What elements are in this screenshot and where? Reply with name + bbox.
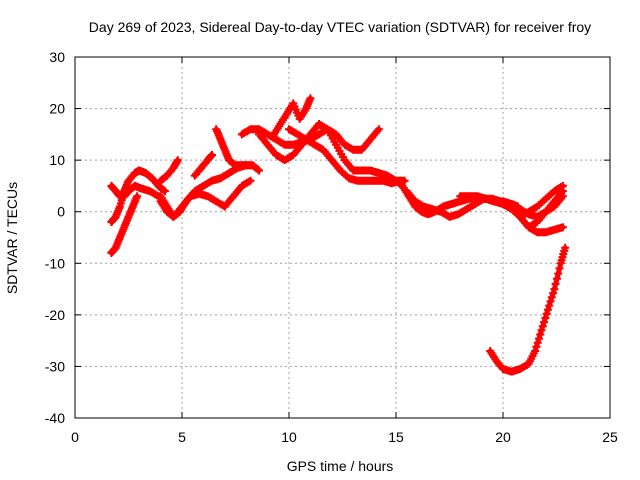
data-point (246, 176, 255, 185)
y-tick-label: -40 (45, 410, 65, 426)
data-point (558, 192, 567, 201)
data-point (253, 165, 262, 174)
data-point (173, 156, 182, 165)
series-arc-6 (156, 176, 255, 221)
data-point (550, 285, 559, 294)
axis-ticks: 0 5 10 15 20 25 -40 -30 -20 -10 0 10 20 30 (45, 49, 618, 445)
series-arc-11 (270, 94, 315, 139)
data-point (533, 338, 542, 347)
y-tick-label: 30 (49, 49, 65, 65)
data-point (551, 279, 560, 288)
data-point (532, 342, 541, 351)
data-point (549, 289, 558, 298)
series-arc-3 (107, 181, 163, 201)
x-tick-label: 10 (281, 429, 297, 445)
y-tick-label: 20 (49, 101, 65, 117)
data-point (542, 309, 551, 318)
y-tick-label: -20 (45, 307, 65, 323)
x-tick-label: 5 (178, 429, 186, 445)
chart-title: Day 269 of 2023, Sidereal Day-to-day VTE… (89, 19, 591, 35)
data-point (555, 264, 564, 273)
data-point (537, 326, 546, 335)
y-tick-label: 10 (49, 152, 65, 168)
data-point (543, 305, 552, 314)
series-arc-2 (107, 192, 142, 257)
data-point (133, 192, 142, 201)
data-series (107, 94, 570, 376)
y-tick-label: -10 (45, 255, 65, 271)
data-point (538, 322, 547, 331)
x-axis-label: GPS time / hours (287, 458, 394, 474)
x-tick-label: 0 (71, 429, 79, 445)
data-point (536, 330, 545, 339)
y-tick-label: 0 (57, 204, 65, 220)
y-axis-label: SDTVAR / TECUs (4, 182, 20, 294)
series-arc-18 (516, 181, 567, 221)
data-point (545, 301, 554, 310)
data-point (160, 187, 169, 196)
plot-frame (74, 56, 611, 419)
series-arc-19 (486, 243, 570, 376)
data-point (558, 223, 567, 232)
data-point (554, 269, 563, 278)
data-point (306, 94, 315, 103)
data-point (540, 318, 549, 327)
data-point (541, 314, 550, 322)
series-arc-8 (212, 125, 263, 175)
data-point (561, 243, 570, 252)
data-point (552, 274, 561, 283)
y-tick-label: -30 (45, 358, 65, 374)
series-arc-7 (190, 151, 216, 180)
series-arc-4 (156, 156, 182, 185)
data-point (531, 347, 540, 355)
data-point (547, 293, 556, 302)
series-arc-12 (285, 125, 405, 188)
data-point (255, 166, 263, 175)
x-tick-label: 25 (602, 429, 618, 445)
data-point (374, 125, 383, 134)
data-point (535, 334, 543, 343)
x-tick-label: 20 (495, 429, 511, 445)
data-point (558, 181, 567, 190)
data-point (208, 151, 216, 159)
data-point (546, 297, 555, 306)
x-tick-label: 15 (388, 429, 404, 445)
